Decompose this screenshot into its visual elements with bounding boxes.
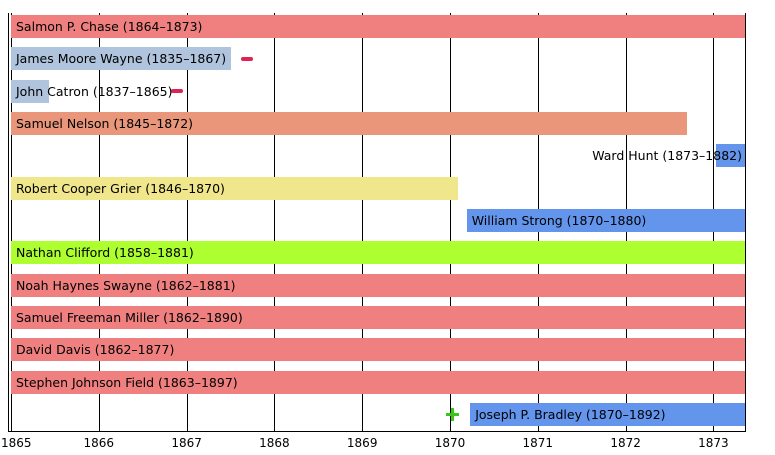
died-in-office-dash-icon	[241, 57, 254, 61]
appointed-plus-icon	[446, 408, 460, 421]
bar-label: Joseph P. Bradley (1870–1892)	[475, 407, 666, 422]
bar-label: Ward Hunt (1873–1882)	[592, 148, 742, 164]
gridline	[11, 13, 12, 431]
axis-tick-label: 1871	[522, 436, 554, 450]
timeline-bar	[11, 370, 745, 394]
axis-tick-label: 1870	[434, 436, 466, 450]
bar-label: Stephen Johnson Field (1863–1897)	[16, 374, 238, 390]
gridline	[450, 13, 451, 431]
timeline-bar	[11, 79, 49, 103]
bar-label: James Moore Wayne (1835–1867)	[16, 51, 227, 67]
timeline-bar	[11, 241, 745, 265]
axis-tick-label: 1872	[610, 436, 641, 450]
timeline-bar	[11, 273, 745, 297]
axis-tick-label: 1873	[698, 436, 729, 450]
bar-label: William Strong (1870–1880)	[471, 213, 647, 228]
bar-label: Robert Cooper Grier (1846–1870)	[16, 180, 225, 196]
timeline-bar	[11, 338, 745, 362]
timeline-bar	[11, 112, 688, 135]
axis-tick-label: 1866	[83, 436, 115, 450]
axis-tick-label: 1869	[346, 436, 378, 450]
timeline-bar	[466, 209, 745, 232]
plus-vertical-stroke	[451, 408, 454, 421]
bar-label: David Davis (1862–1877)	[16, 342, 175, 358]
bar-label: Salmon P. Chase (1864–1873)	[16, 19, 203, 34]
gridline	[98, 13, 100, 431]
gridline	[186, 13, 188, 431]
died-in-office-dash-icon	[170, 89, 183, 93]
timeline-bar	[11, 306, 745, 329]
bar-label: Noah Haynes Swayne (1862–1881)	[16, 277, 236, 293]
bar-label: Nathan Clifford (1858–1881)	[16, 245, 194, 261]
bar-label: Samuel Freeman Miller (1862–1890)	[16, 310, 243, 325]
timeline-bar	[470, 403, 745, 426]
bar-label: Samuel Nelson (1845–1872)	[16, 116, 194, 131]
timeline-bar	[11, 47, 232, 71]
axis-tick-label: 1865	[1, 436, 32, 450]
timeline-bar	[11, 15, 745, 38]
axis-tick-label: 1867	[171, 436, 202, 450]
gridline	[274, 13, 276, 431]
timeline-bar	[716, 144, 745, 168]
timeline-bar	[11, 176, 458, 200]
bar-label: John Catron (1837–1865)	[16, 83, 173, 99]
gridline	[362, 13, 364, 431]
axis-tick-label: 1868	[259, 436, 290, 450]
plot-area: Salmon P. Chase (1864–1873) James Moore W…	[8, 13, 746, 432]
